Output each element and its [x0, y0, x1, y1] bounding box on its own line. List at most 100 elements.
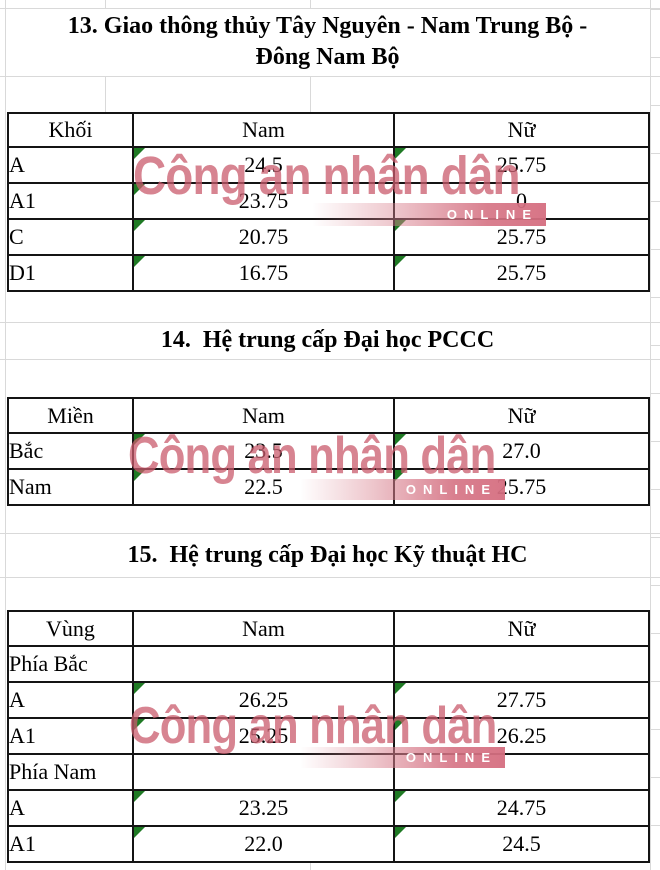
header-cell: Khối [7, 112, 134, 148]
value-cell [393, 645, 650, 683]
table-row: A1 22.0 24.5 [7, 825, 650, 863]
gridline [650, 9, 660, 10]
error-triangle-icon [135, 471, 145, 481]
section-13-title: 13. Giao thông thủy Tây Nguyên - Nam Tru… [7, 9, 648, 75]
error-triangle-icon [135, 185, 145, 195]
gridline [5, 0, 6, 870]
gridline [105, 0, 106, 8]
row-label-cell: Nam [7, 468, 134, 506]
gridline [310, 861, 311, 870]
header-cell: Nam [132, 610, 395, 647]
row-label-cell: Phía Bắc [7, 645, 134, 683]
gridline [310, 76, 311, 112]
row-label-cell: A1 [7, 182, 134, 220]
header-cell: Nam [132, 112, 395, 148]
gridline [650, 585, 660, 586]
gridline [0, 322, 660, 323]
error-triangle-icon [135, 257, 145, 267]
gridline [650, 537, 660, 538]
value-cell: 20.75 [132, 218, 395, 256]
table-row: A 23.25 24.75 [7, 789, 650, 827]
row-label-cell: Bắc [7, 432, 134, 470]
value-cell: 24.75 [393, 789, 650, 827]
table-row: A1 25.25 26.25 [7, 717, 650, 755]
value-cell: 24.5 [393, 825, 650, 863]
row-label-cell: A [7, 789, 134, 827]
gridline [0, 76, 660, 77]
table-row: D1 16.75 25.75 [7, 254, 650, 292]
error-triangle-icon [135, 684, 145, 694]
score-table-13: Khối Nam Nữ A 24.5 25.75 A1 23.75 0 C 20… [7, 112, 650, 292]
header-cell: Vùng [7, 610, 134, 647]
section-14-title: 14. Hệ trung cấp Đại học PCCC [7, 323, 648, 358]
value-cell: 25.25 [132, 717, 395, 755]
table-row: Phía Bắc [7, 645, 650, 683]
value-cell: 16.75 [132, 254, 395, 292]
value-cell: 25.75 [393, 468, 650, 506]
gridline [650, 153, 660, 154]
value-cell: 26.25 [132, 681, 395, 719]
gridline [105, 76, 106, 112]
table-row: A 26.25 27.75 [7, 681, 650, 719]
gridline [0, 8, 660, 9]
error-triangle-icon [396, 435, 406, 445]
value-cell: 23.5 [132, 432, 395, 470]
error-triangle-icon [135, 720, 145, 730]
gridline [0, 577, 660, 578]
gridline [650, 825, 660, 826]
table-row: Phía Nam [7, 753, 650, 791]
error-triangle-icon [135, 828, 145, 838]
section-13-title-line2: Đông Nam Bộ [255, 44, 400, 70]
value-cell: 26.25 [393, 717, 650, 755]
value-cell: 24.5 [132, 146, 395, 184]
value-cell: 27.75 [393, 681, 650, 719]
error-triangle-icon [135, 435, 145, 445]
gridline [650, 201, 660, 202]
gridline [650, 489, 660, 490]
section-14-title-line1: 14. Hệ trung cấp Đại học PCCC [160, 327, 495, 353]
error-triangle-icon [396, 149, 406, 159]
gridline [650, 633, 660, 634]
error-triangle-icon [396, 828, 406, 838]
value-cell: 25.75 [393, 146, 650, 184]
score-table-14: Miền Nam Nữ Bắc 23.5 27.0 Nam 22.5 25.75 [7, 397, 650, 506]
error-triangle-icon [135, 221, 145, 231]
gridline [650, 0, 651, 870]
header-cell: Nam [132, 397, 395, 434]
row-label-cell: C [7, 218, 134, 256]
error-triangle-icon [135, 792, 145, 802]
value-cell: 23.25 [132, 789, 395, 827]
row-label-cell: A [7, 146, 134, 184]
table-row: Nam 22.5 25.75 [7, 468, 650, 506]
row-label-cell: D1 [7, 254, 134, 292]
value-cell: 27.0 [393, 432, 650, 470]
value-cell [393, 753, 650, 791]
value-cell [132, 753, 395, 791]
section-13-title-line1: 13. Giao thông thủy Tây Nguyên - Nam Tru… [67, 13, 588, 39]
header-cell: Nữ [393, 112, 650, 148]
gridline [650, 345, 660, 346]
header-cell: Nữ [393, 610, 650, 647]
score-table-15: Vùng Nam Nữ Phía Bắc A 26.25 27.75 A1 25… [7, 610, 650, 863]
error-triangle-icon [396, 221, 406, 231]
error-triangle-icon [396, 257, 406, 267]
gridline [0, 359, 660, 360]
gridline [310, 0, 311, 8]
gridline [650, 297, 660, 298]
error-triangle-icon [396, 720, 406, 730]
header-cell: Nữ [393, 397, 650, 434]
value-cell: 23.75 [132, 182, 395, 220]
gridline [650, 57, 660, 58]
error-triangle-icon [135, 149, 145, 159]
value-cell [132, 645, 395, 683]
gridline [650, 681, 660, 682]
section-15-title-line1: 15. Hệ trung cấp Đại học Kỹ thuật HC [127, 541, 528, 568]
gridline [0, 533, 660, 534]
value-cell: 25.75 [393, 218, 650, 256]
gridline [650, 105, 660, 106]
gridline [650, 393, 660, 394]
value-cell: 22.0 [132, 825, 395, 863]
error-triangle-icon [396, 792, 406, 802]
section-15-title: 15. Hệ trung cấp Đại học Kỹ thuật HC [7, 534, 648, 576]
